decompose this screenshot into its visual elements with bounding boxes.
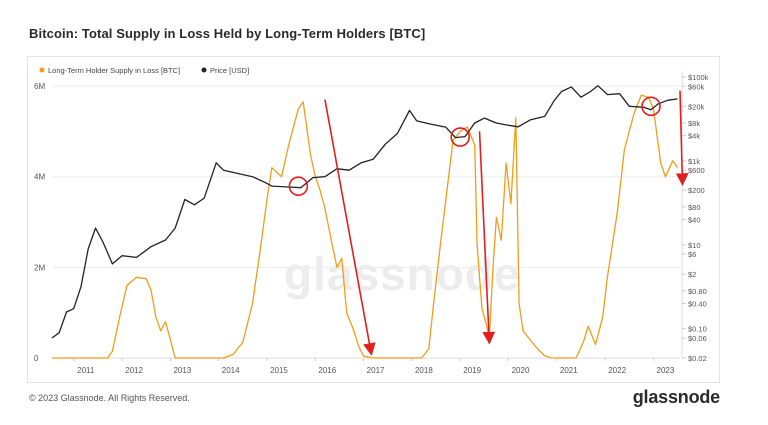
x-tick-label: 2016 — [318, 366, 336, 375]
y-right-tick-label: $200 — [688, 186, 705, 195]
y-right-tick-label: $0.40 — [688, 299, 707, 308]
y-right-tick-label: $6 — [688, 250, 696, 259]
y-left-tick-label: 0 — [34, 354, 39, 363]
x-tick-label: 2020 — [512, 366, 530, 375]
annotation-circle — [288, 176, 309, 196]
y-right-tick-label: $0.80 — [688, 287, 707, 296]
x-tick-label: 2015 — [270, 366, 288, 375]
x-tick-label: 2012 — [125, 366, 143, 375]
x-tick-label: 2018 — [415, 366, 433, 375]
x-tick-label: 2013 — [173, 366, 191, 375]
annotation-circle — [641, 96, 661, 117]
y-right-tick-label: $0.02 — [688, 354, 707, 363]
footer-copyright: © 2023 Glassnode. All Rights Reserved. — [29, 393, 190, 403]
annotation-arrow — [675, 90, 689, 187]
y-right-tick-label: $0.06 — [688, 334, 707, 343]
series-line-price — [51, 85, 678, 339]
chart-panel: glassnode 6M 4M 2M 0 2011 2012 2013 2014 2015 201… — [27, 56, 720, 383]
y-right-tick-label: $10 — [688, 241, 701, 250]
y-right-tick-label: $2 — [688, 270, 696, 279]
x-tick-label: 2011 — [77, 366, 95, 375]
y-left-tick-label: 6M — [34, 82, 45, 91]
chart-title: Bitcoin: Total Supply in Loss Held by Lo… — [29, 26, 426, 41]
annotation-circle — [450, 127, 471, 147]
y-right-tick-label: $1k — [688, 157, 700, 166]
y-left-tick-label: 2M — [34, 263, 45, 272]
y-right-tick-label: $20k — [688, 102, 705, 111]
y-right-tick-label: $4k — [688, 132, 700, 141]
legend-dot-price — [201, 67, 207, 73]
y-right-tick-label: $100k — [688, 73, 709, 82]
y-right-tick-label: $60k — [688, 82, 705, 91]
x-tick-label: 2023 — [657, 366, 675, 375]
y-right-tick-label: $600 — [688, 166, 705, 175]
legend-label-price: Price [USD] — [210, 66, 249, 75]
y-right-tick-label: $40 — [688, 216, 701, 225]
legend-label-supply: Long-Term Holder Supply in Loss [BTC] — [48, 66, 180, 75]
x-tick-label: 2017 — [367, 366, 385, 375]
chart-svg: 6M 4M 2M 0 2011 2012 2013 2014 2015 2016 2017 2018 2… — [34, 66, 709, 375]
y-right-tick-label: $80 — [688, 203, 701, 212]
annotation-arrow — [324, 99, 376, 356]
y-right-tick-label: $8k — [688, 119, 700, 128]
y-left-tick-label: 4M — [34, 173, 45, 182]
annotation-arrow — [478, 131, 496, 345]
series-line-supply-in-loss — [52, 94, 679, 359]
x-tick-label: 2019 — [463, 366, 481, 375]
legend-dot-supply — [39, 67, 45, 73]
x-tick-label: 2021 — [560, 366, 578, 375]
glassnode-logo: glassnode — [632, 387, 720, 407]
x-tick-label: 2014 — [222, 366, 240, 375]
x-tick-label: 2022 — [608, 366, 626, 375]
y-right-tick-label: $0.10 — [688, 325, 707, 334]
